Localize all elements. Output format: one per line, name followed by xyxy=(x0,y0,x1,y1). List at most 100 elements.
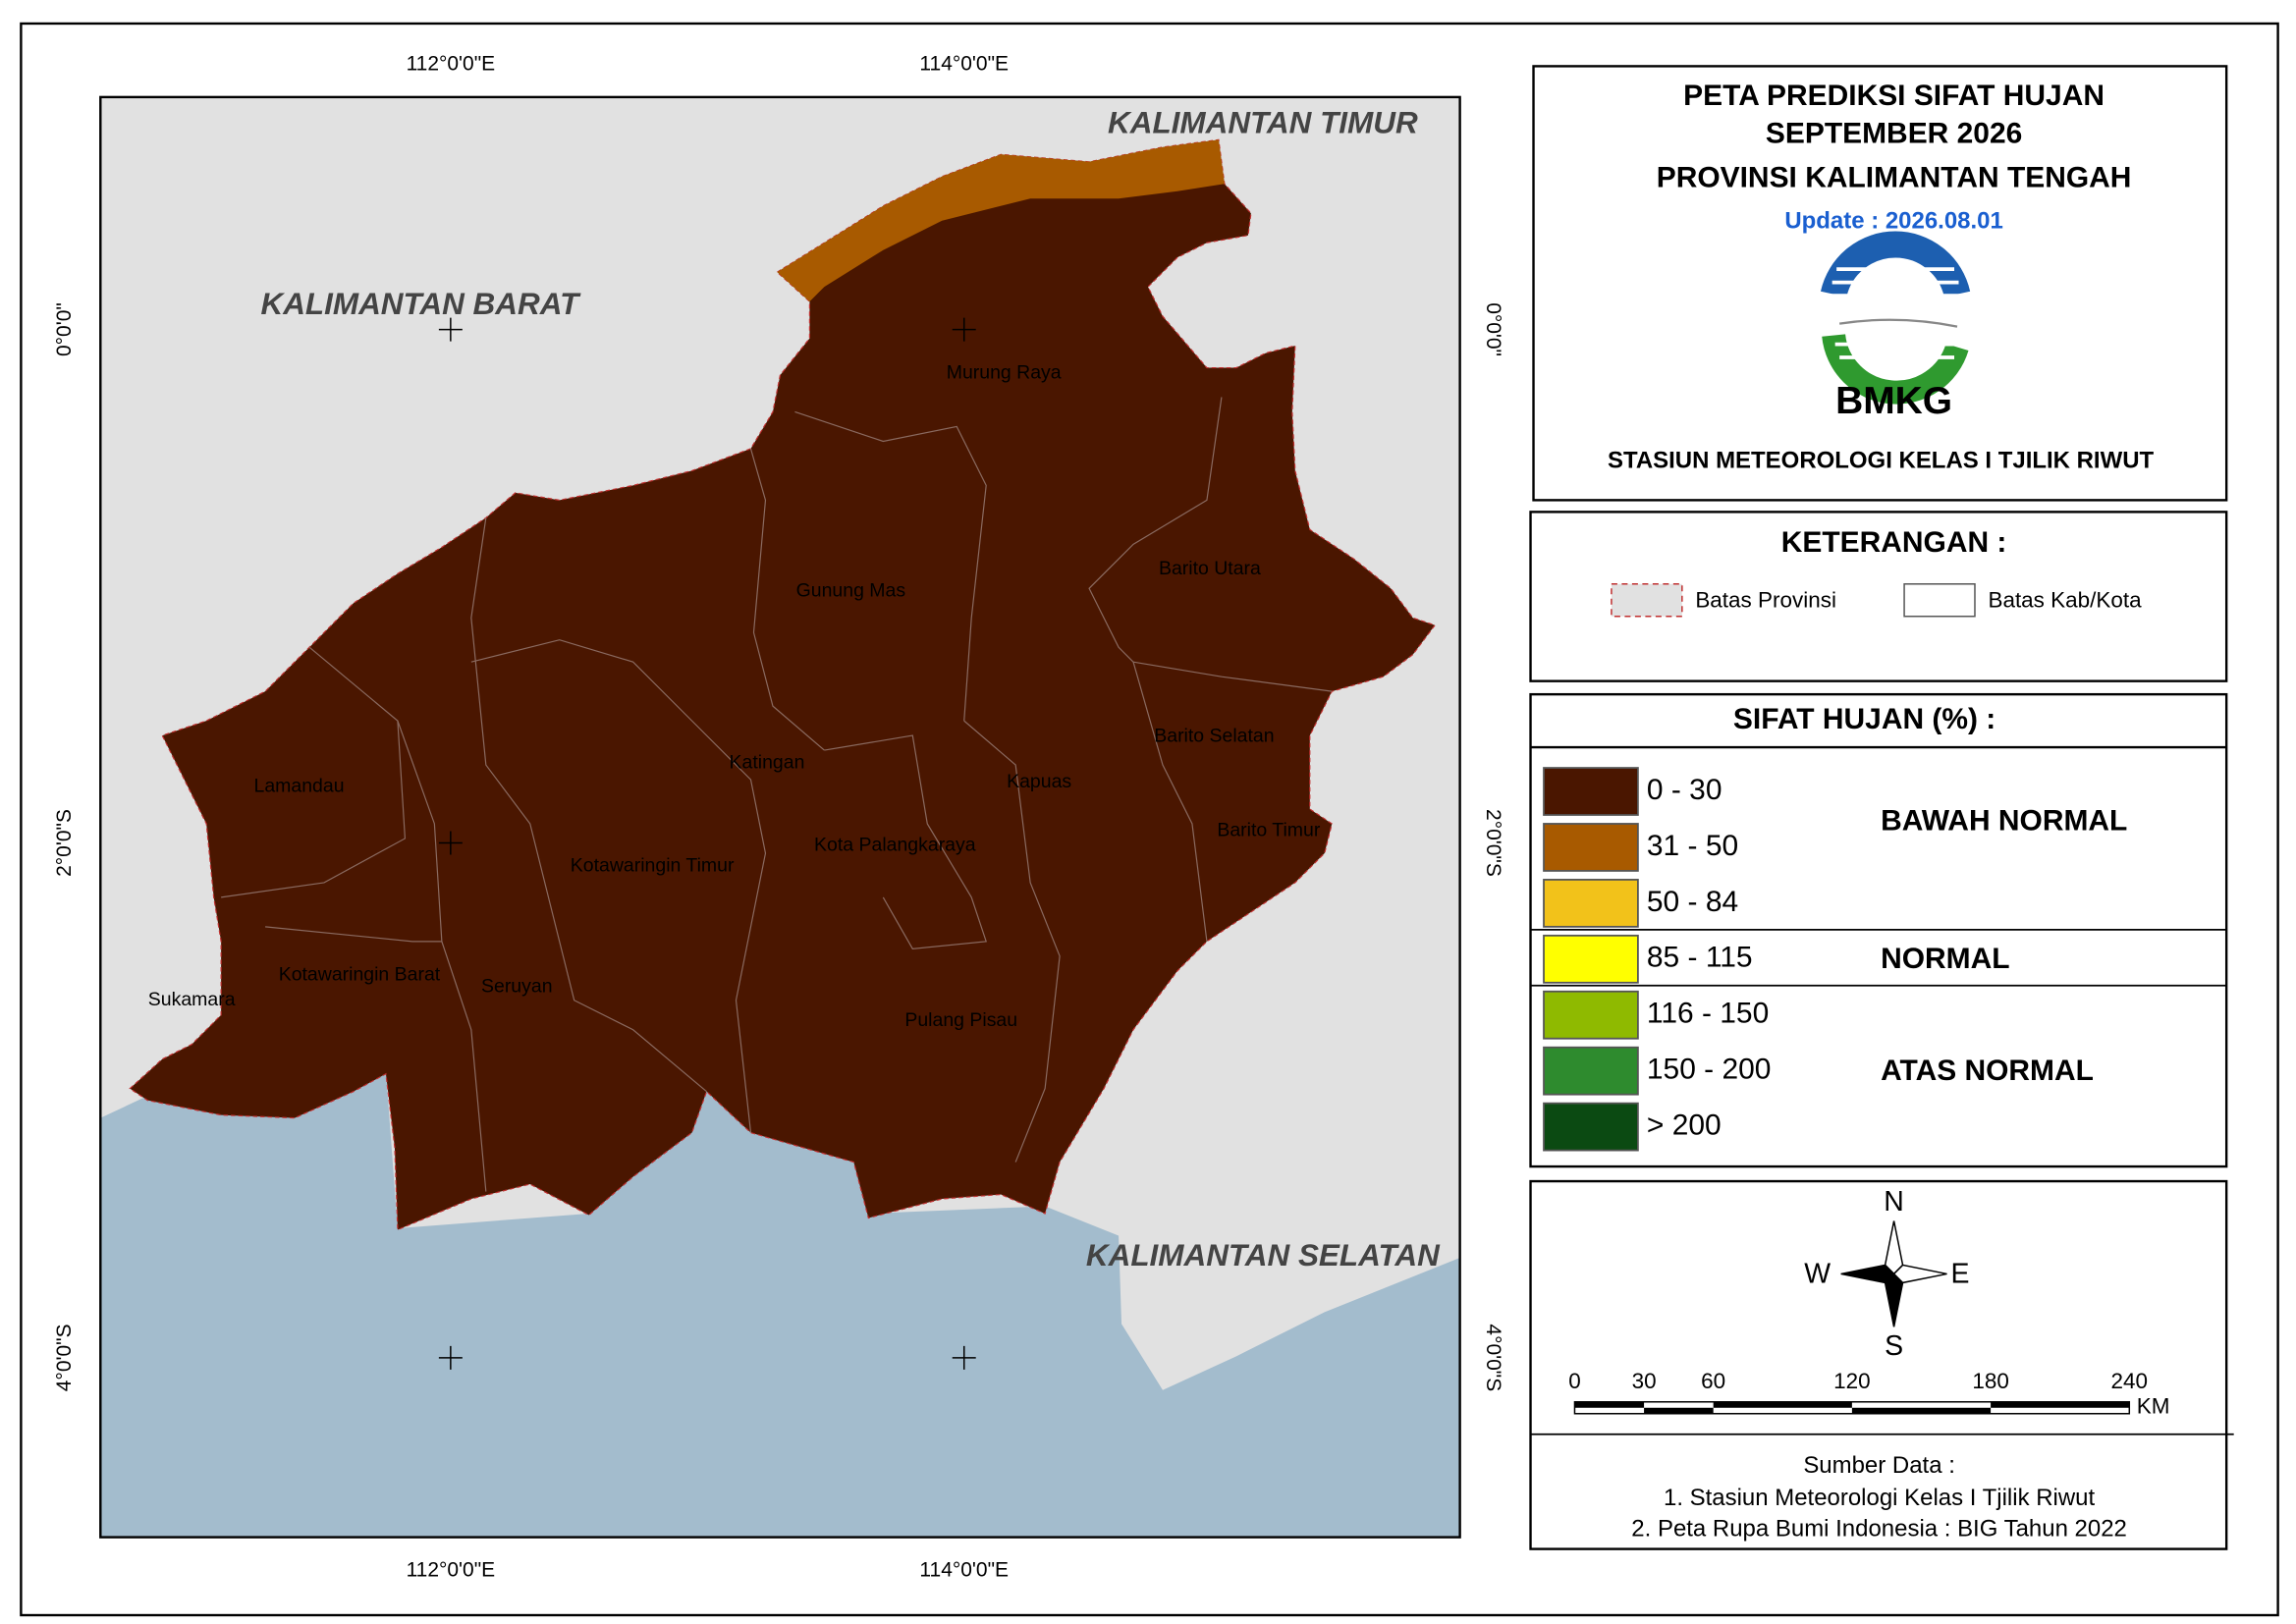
district-boundary xyxy=(749,448,825,751)
scale-tick-label: 0 xyxy=(1568,1369,1580,1393)
district-label: Kota Palangkaraya xyxy=(814,835,976,856)
keterangan-item: Batas Kab/Kota xyxy=(1988,588,2142,613)
source-line: 2. Peta Rupa Bumi Indonesia : BIG Tahun … xyxy=(1631,1515,2127,1542)
compass-n: N xyxy=(1884,1186,1904,1218)
title-line: SEPTEMBER 2026 xyxy=(1766,118,2022,150)
district-boundary xyxy=(1088,397,1223,942)
legend-swatch xyxy=(1543,879,1639,928)
source-title: Sumber Data : xyxy=(1803,1452,1955,1479)
district-label: Kapuas xyxy=(1007,771,1071,792)
district-boundary xyxy=(963,720,1061,1163)
info-box xyxy=(1529,1179,2228,1550)
source-line: 1. Stasiun Meteorologi Kelas I Tjilik Ri… xyxy=(1664,1485,2096,1511)
scale-unit: KM xyxy=(2137,1394,2170,1419)
compass-w: W xyxy=(1804,1258,1831,1289)
district-label: Barito Selatan xyxy=(1154,726,1274,747)
keterangan-box xyxy=(1529,511,2228,682)
logo-stripes xyxy=(1831,267,1960,311)
lat-label: 0°0'0" xyxy=(53,302,76,356)
legend-label: 50 - 84 xyxy=(1647,886,1738,918)
district-label: Kotawaringin Barat xyxy=(279,963,441,985)
legend-label: 85 - 115 xyxy=(1647,942,1753,974)
province-boundary-symbol xyxy=(1611,583,1683,618)
north-arrow: N S W E xyxy=(1804,1186,1969,1362)
logo-text: BMKG xyxy=(1835,380,1952,422)
legend-swatch xyxy=(1543,990,1639,1040)
district-label: Katingan xyxy=(730,752,805,774)
legend-swatch xyxy=(1543,823,1639,872)
district-boundary xyxy=(1132,661,1333,692)
scale-segment xyxy=(1574,1401,1645,1408)
station-name: STASIUN METEOROLOGI KELAS I TJILIK RIWUT xyxy=(1608,448,2155,474)
logo-arc-blue xyxy=(1820,231,1971,298)
keterangan-item: Batas Provinsi xyxy=(1695,588,1836,613)
legend-swatch xyxy=(1543,934,1639,984)
legend-label: 0 - 30 xyxy=(1647,774,1722,806)
district-label: Barito Utara xyxy=(1159,558,1261,579)
arrow-w xyxy=(1840,1264,1895,1284)
legend-classes: 0 - 30 31 - 50 50 - 84 85 - 115 116 - 150 150… xyxy=(1543,767,1771,1152)
bmkg-logo: BMKG xyxy=(1820,231,1971,422)
scale-segment xyxy=(1851,1407,1992,1414)
legend-label: 116 - 150 xyxy=(1647,998,1769,1030)
region-label: KALIMANTAN BARAT xyxy=(260,287,581,321)
legend-label: > 200 xyxy=(1647,1110,1722,1142)
compass-s: S xyxy=(1885,1330,1903,1362)
title-line: PETA PREDIKSI SIFAT HUJAN xyxy=(1683,80,2105,112)
district-label: Barito Timur xyxy=(1217,820,1320,841)
title-line: PROVINSI KALIMANTAN TENGAH xyxy=(1657,162,2132,194)
district-boundary xyxy=(470,639,767,1133)
lon-label: 112°0'0"E xyxy=(407,1559,496,1582)
district-boundary xyxy=(221,721,407,898)
lat-label: 4°0'0"S xyxy=(53,1324,76,1391)
keterangan-title: KETERANGAN : xyxy=(1781,526,2007,559)
arrow-n xyxy=(1884,1220,1904,1275)
header-box xyxy=(1532,65,2228,502)
lon-label: 112°0'0"E xyxy=(407,52,496,75)
compass-e: E xyxy=(1951,1258,1970,1289)
logo-stripes xyxy=(1833,329,1960,359)
lon-label: 114°0'0"E xyxy=(919,1559,1009,1582)
lat-label: 2°0'0"S xyxy=(53,809,76,877)
scale-segment xyxy=(1991,1401,2130,1408)
scale-tick-label: 120 xyxy=(1833,1369,1871,1393)
district-boundaries xyxy=(221,397,1333,1192)
district-boundary xyxy=(470,517,707,1093)
outer-border xyxy=(20,22,2279,1617)
lat-label: 2°0'0"S xyxy=(1482,809,1504,877)
legend-swatch xyxy=(1543,767,1639,816)
graticule-cross xyxy=(438,317,976,1370)
district-label: Gunung Mas xyxy=(796,579,906,601)
arrow-e xyxy=(1892,1264,1947,1284)
district-label: Sukamara xyxy=(148,989,236,1010)
district-label: Pulang Pisau xyxy=(904,1009,1017,1031)
district-label: Murung Raya xyxy=(947,362,1062,384)
legend-swatch xyxy=(1543,1102,1639,1152)
sea xyxy=(100,1070,1460,1538)
district-boundary xyxy=(824,734,988,949)
scale-segment xyxy=(1713,1401,1852,1408)
scale-segment xyxy=(1644,1407,1714,1414)
scale-tick-label: 60 xyxy=(1701,1369,1725,1393)
legend-group: ATAS NORMAL xyxy=(1881,1055,2094,1087)
district-boundary-symbol xyxy=(1903,583,1976,618)
district-boundary xyxy=(265,926,442,943)
map-frame xyxy=(99,95,1461,1539)
district-boundary xyxy=(308,646,487,1192)
province-area xyxy=(129,138,1437,1231)
scale-tick-label: 240 xyxy=(2111,1369,2149,1393)
update-date: Update : 2026.08.01 xyxy=(1784,208,2003,235)
lat-label: 0°0'0" xyxy=(1482,302,1504,356)
region-label: KALIMANTAN TIMUR xyxy=(1108,106,1418,140)
legend-title: SIFAT HUJAN (%) : xyxy=(1733,703,1995,735)
lon-label: 114°0'0"E xyxy=(919,52,1009,75)
legend-group: NORMAL xyxy=(1881,943,2009,975)
scale-tick-label: 180 xyxy=(1972,1369,2009,1393)
region-label: KALIMANTAN SELATAN xyxy=(1086,1238,1441,1272)
legend-label: 31 - 50 xyxy=(1647,830,1738,862)
district-boundary xyxy=(794,410,987,722)
district-label: Seruyan xyxy=(481,975,553,997)
